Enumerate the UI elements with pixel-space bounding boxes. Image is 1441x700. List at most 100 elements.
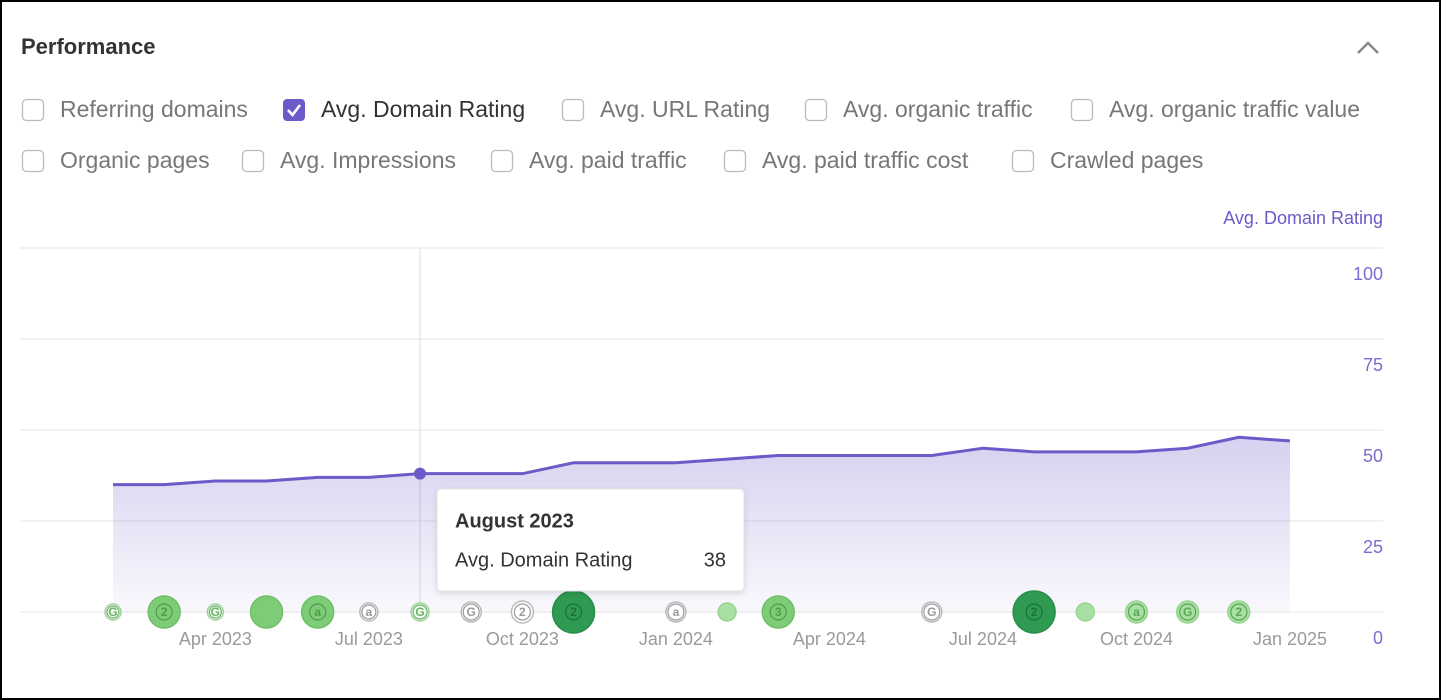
metric-toggle[interactable]: Avg. Domain Rating: [283, 96, 525, 122]
event-marker-ring: [106, 605, 120, 619]
event-marker-label[interactable]: G: [927, 605, 936, 619]
tooltip-label: Avg. Domain Rating: [455, 549, 633, 571]
event-marker-label[interactable]: 2: [570, 605, 577, 619]
event-marker-label[interactable]: 2: [161, 605, 168, 619]
event-marker[interactable]: [460, 601, 482, 623]
event-marker-label[interactable]: 2: [1235, 605, 1242, 619]
event-marker-label[interactable]: G: [415, 605, 424, 619]
x-tick-label: Jul 2024: [949, 629, 1017, 649]
metric-toggle[interactable]: Avg. paid traffic: [490, 147, 687, 173]
event-marker-label[interactable]: 2: [1031, 605, 1038, 619]
x-tick-label: Jan 2025: [1253, 629, 1327, 649]
event-marker-ring: [1025, 603, 1043, 621]
event-marker-label[interactable]: a: [314, 605, 321, 619]
metric-label[interactable]: Avg. URL Rating: [600, 96, 770, 122]
event-marker[interactable]: [761, 595, 796, 629]
event-marker[interactable]: [359, 602, 379, 622]
hover-point: [414, 467, 427, 480]
checkbox[interactable]: [490, 149, 514, 173]
event-marker-ring: [923, 603, 941, 621]
event-marker-label[interactable]: G: [467, 605, 476, 619]
event-marker-label[interactable]: a: [366, 605, 373, 619]
metric-label[interactable]: Avg. Domain Rating: [321, 96, 525, 122]
metric-toggle[interactable]: Avg. Impressions: [241, 147, 456, 173]
event-marker-ring: [667, 603, 685, 621]
event-marker-ring: [513, 603, 531, 621]
event-marker-label[interactable]: 3: [775, 605, 782, 619]
x-tick-label: Apr 2023: [179, 629, 252, 649]
metric-toggle[interactable]: Avg. URL Rating: [561, 96, 771, 122]
tooltip: August 2023 Avg. Domain Rating 38: [436, 488, 745, 592]
event-marker[interactable]: [1012, 590, 1056, 634]
collapse-button[interactable]: [1357, 41, 1379, 54]
metric-toggle[interactable]: Avg. paid traffic cost: [723, 147, 969, 173]
event-marker-label[interactable]: G: [1183, 605, 1192, 619]
checkbox[interactable]: [723, 149, 747, 173]
event-marker[interactable]: [147, 595, 181, 629]
metric-label[interactable]: Avg. Impressions: [280, 147, 456, 173]
checkmark: [287, 104, 302, 118]
event-marker-label[interactable]: G: [108, 605, 117, 619]
checkbox[interactable]: [1070, 98, 1094, 122]
metric-label[interactable]: Crawled pages: [1050, 147, 1203, 173]
metric-toggle[interactable]: Organic pages: [21, 147, 210, 173]
event-marker[interactable]: [249, 595, 284, 629]
metric-toggle[interactable]: Avg. organic traffic: [804, 96, 1033, 122]
event-marker[interactable]: [665, 601, 687, 623]
checkbox[interactable]: [1011, 149, 1035, 173]
event-marker-label[interactable]: G: [211, 605, 220, 619]
tooltip-value: 38: [704, 549, 726, 571]
metric-toggle[interactable]: Crawled pages: [1011, 147, 1204, 173]
checkbox[interactable]: [561, 98, 585, 122]
event-marker-ring: [1127, 603, 1146, 621]
x-tick-label: Oct 2024: [1100, 629, 1173, 649]
event-marker-ring: [361, 604, 377, 620]
metric-toggles: Referring domains Avg. Domain Rating Avg. …: [21, 96, 1361, 173]
y-tick-label: 50: [1363, 446, 1383, 466]
event-marker-ring: [462, 603, 480, 621]
event-marker-ring: [309, 603, 327, 621]
event-marker[interactable]: [1075, 602, 1096, 622]
checkbox[interactable]: [21, 149, 45, 173]
metric-label[interactable]: Avg. organic traffic value: [1109, 96, 1360, 122]
event-marker-ring: [1179, 603, 1197, 621]
event-marker-ring: [769, 603, 787, 621]
checkbox-checked[interactable]: [283, 99, 305, 121]
panel-title: Performance: [21, 34, 156, 59]
tooltip-box: [436, 488, 745, 592]
y-axis-label: Avg. Domain Rating: [1223, 208, 1383, 228]
event-marker[interactable]: [410, 602, 430, 622]
metric-label[interactable]: Organic pages: [60, 147, 210, 173]
y-tick-label: 75: [1363, 355, 1383, 375]
x-tick-label: Jan 2024: [639, 629, 713, 649]
event-marker-label[interactable]: a: [673, 605, 680, 619]
x-tick-label: Apr 2024: [793, 629, 866, 649]
checkbox[interactable]: [804, 98, 828, 122]
event-marker[interactable]: [300, 595, 335, 629]
event-marker-ring: [208, 605, 222, 619]
event-marker-ring: [1230, 603, 1248, 621]
y-tick-label: 100: [1353, 264, 1383, 284]
event-marker-ring: [155, 603, 173, 621]
event-marker-label[interactable]: a: [1133, 605, 1140, 619]
checkbox[interactable]: [241, 149, 265, 173]
metric-label[interactable]: Avg. organic traffic: [843, 96, 1033, 122]
x-tick-label: Jul 2023: [335, 629, 403, 649]
line: [113, 435, 1291, 487]
y-tick-label: 0: [1373, 628, 1383, 648]
chart: Avg. Domain Rating 0 25 50 75 100 Apr 2023 Jul …: [20, 208, 1383, 649]
checkbox[interactable]: [21, 98, 45, 122]
metric-toggle[interactable]: Referring domains: [21, 96, 248, 122]
metric-label[interactable]: Referring domains: [60, 96, 248, 122]
metric-label[interactable]: Avg. paid traffic: [529, 147, 687, 173]
metric-label[interactable]: Avg. paid traffic cost: [762, 147, 969, 173]
event-marker-label[interactable]: 2: [519, 605, 526, 619]
event-marker-ring: [564, 603, 583, 621]
tooltip-title: August 2023: [455, 510, 574, 532]
event-marker[interactable]: [921, 601, 943, 623]
metric-toggle[interactable]: Avg. organic traffic value: [1070, 96, 1361, 122]
x-tick-label: Oct 2023: [486, 629, 559, 649]
event-marker[interactable]: [717, 602, 737, 622]
